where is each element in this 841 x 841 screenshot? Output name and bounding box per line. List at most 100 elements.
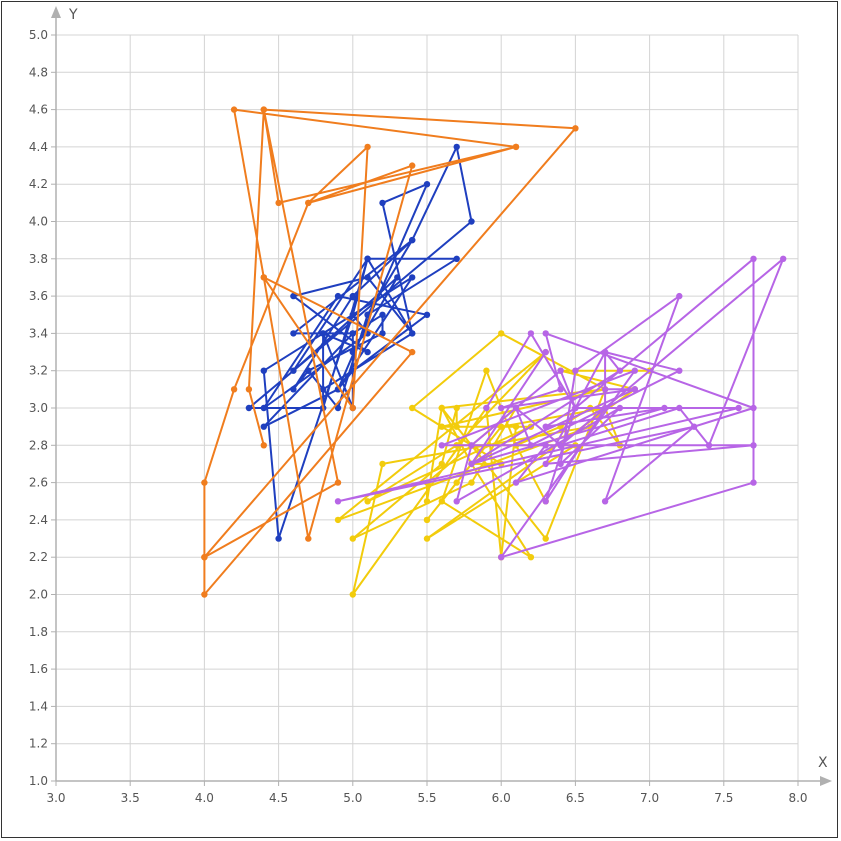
data-point — [364, 348, 371, 356]
data-point — [409, 162, 416, 169]
data-point — [557, 367, 564, 374]
data-point — [245, 404, 253, 412]
data-point — [409, 348, 416, 356]
data-point — [349, 348, 356, 356]
data-point — [483, 367, 490, 374]
series-group — [201, 106, 787, 598]
data-point — [468, 218, 475, 225]
data-point — [334, 498, 342, 505]
data-point — [305, 535, 312, 542]
data-point — [230, 386, 238, 393]
y-axis-title: Y — [68, 7, 78, 23]
data-point — [423, 535, 431, 542]
series-4 — [334, 255, 787, 561]
y-tick-label: 3.2 — [29, 364, 48, 378]
data-point — [319, 386, 327, 393]
data-point — [409, 236, 416, 244]
data-point — [735, 404, 742, 412]
x-tick-label: 5.0 — [343, 791, 362, 805]
data-point — [201, 591, 208, 598]
data-point — [379, 460, 386, 468]
y-tick-label: 2.0 — [29, 588, 48, 602]
data-point — [275, 199, 282, 207]
data-point — [542, 460, 549, 468]
data-point — [557, 442, 564, 449]
data-point — [676, 367, 683, 374]
data-point — [780, 255, 787, 262]
data-point — [453, 255, 460, 262]
x-axis-title: X — [818, 755, 828, 771]
y-tick-label: 3.0 — [29, 401, 48, 415]
y-tick-label: 2.8 — [29, 438, 48, 452]
data-point — [230, 106, 238, 113]
data-point — [616, 404, 624, 412]
data-point — [423, 311, 431, 318]
data-point — [364, 143, 371, 151]
data-point — [690, 423, 698, 430]
data-point — [601, 386, 609, 393]
data-point — [349, 330, 356, 337]
data-point — [616, 367, 624, 374]
data-point — [483, 404, 490, 412]
y-tick-label: 3.4 — [29, 326, 48, 340]
data-point — [557, 460, 564, 468]
data-point — [423, 498, 431, 505]
y-tick-label: 1.6 — [29, 662, 48, 676]
data-point — [542, 348, 549, 356]
y-tick-label: 1.0 — [29, 774, 48, 788]
data-point — [527, 330, 535, 337]
data-point — [394, 274, 401, 281]
x-tick-label: 8.0 — [788, 791, 807, 805]
data-point — [438, 423, 445, 430]
y-tick-label: 4.6 — [29, 103, 48, 117]
data-point — [290, 292, 297, 300]
series-line — [337, 257, 785, 559]
data-point — [379, 199, 386, 207]
data-point — [601, 404, 609, 412]
data-point — [572, 367, 579, 374]
data-point — [527, 554, 535, 561]
data-point — [468, 442, 475, 449]
y-tick-label: 1.2 — [29, 737, 48, 751]
data-point — [542, 498, 549, 505]
series-2 — [201, 106, 579, 598]
data-point — [334, 292, 342, 300]
data-point — [379, 330, 386, 337]
data-point — [364, 274, 371, 281]
y-axis-arrow — [51, 6, 61, 18]
tick-labels: 3.0 3.5 4.0 4.5 5.0 5.5 6.0 6.5 7.0 7.5 8.0 1.0 1.2 1… — [29, 28, 808, 805]
data-point — [676, 292, 683, 300]
data-point — [512, 404, 520, 412]
data-point — [349, 292, 356, 300]
data-point — [453, 143, 460, 151]
data-point — [498, 554, 505, 561]
data-point — [512, 143, 520, 151]
data-point — [409, 404, 416, 412]
data-point — [364, 255, 371, 262]
data-point — [349, 535, 356, 542]
data-point — [453, 423, 460, 430]
data-point — [305, 199, 312, 207]
data-point — [468, 479, 475, 486]
data-point — [542, 442, 549, 449]
x-tick-label: 7.0 — [640, 791, 659, 805]
data-point — [527, 442, 535, 449]
data-point — [260, 404, 267, 412]
data-point — [705, 442, 713, 449]
data-point — [676, 404, 683, 412]
data-point — [349, 591, 356, 598]
data-point — [512, 423, 520, 430]
data-point — [245, 386, 253, 393]
data-point — [498, 404, 505, 412]
data-point — [438, 460, 445, 468]
data-point — [498, 423, 505, 430]
data-point — [601, 348, 609, 356]
axes — [51, 6, 832, 786]
series-line — [247, 145, 473, 540]
data-point — [542, 423, 549, 430]
data-point — [364, 498, 371, 505]
data-point — [572, 404, 579, 412]
x-tick-label: 7.5 — [714, 791, 733, 805]
data-point — [379, 311, 386, 318]
